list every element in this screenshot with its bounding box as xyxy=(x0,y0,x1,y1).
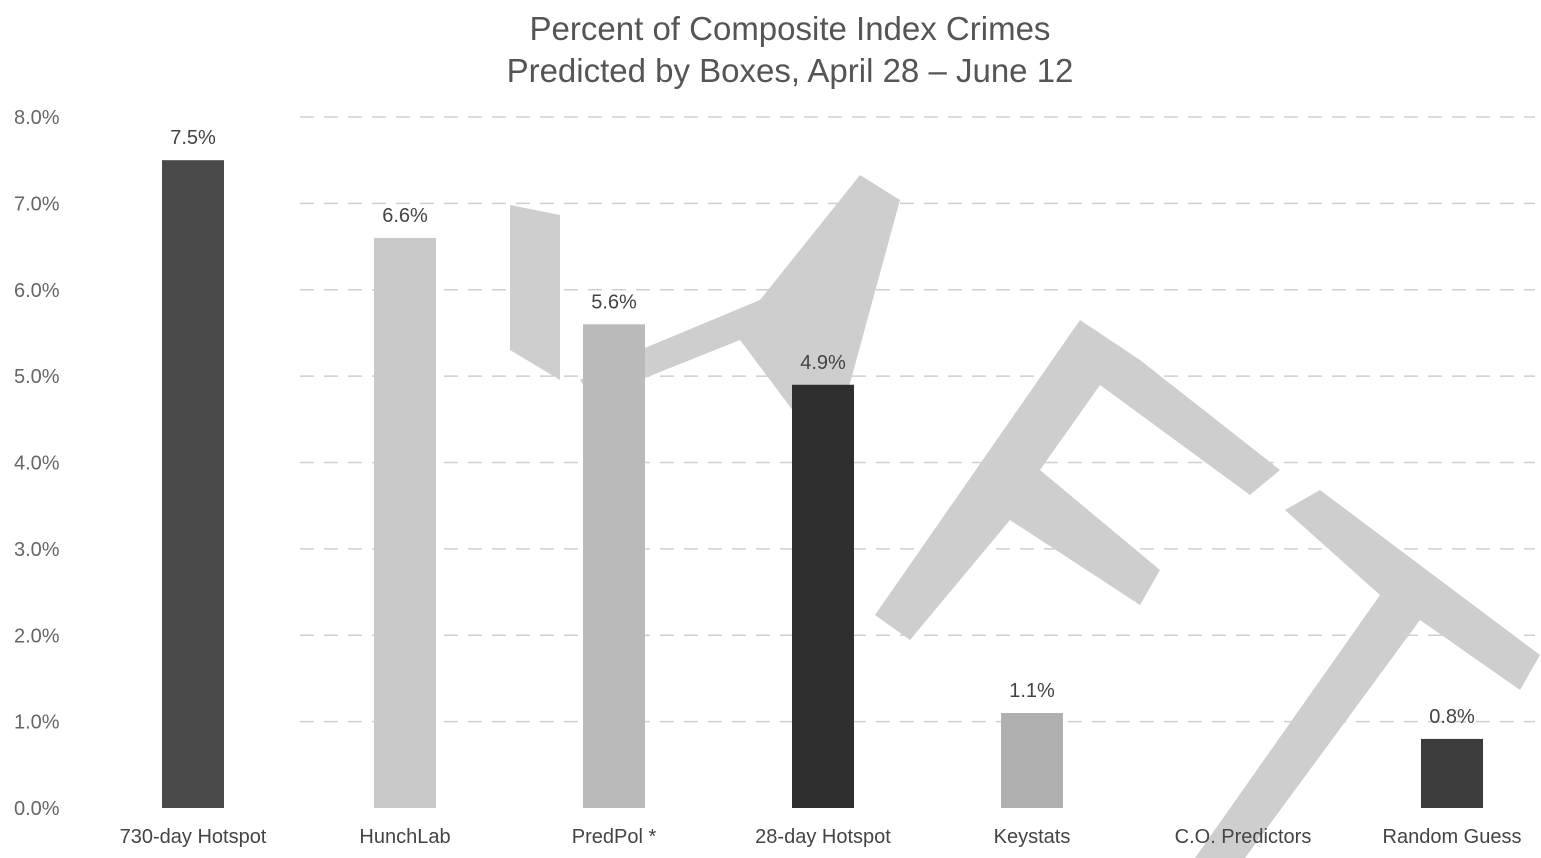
y-tick-label: 6.0% xyxy=(14,280,60,302)
bar xyxy=(1001,712,1063,808)
bar xyxy=(583,324,645,808)
data-label: 0.8% xyxy=(1429,706,1475,728)
watermark-glyph xyxy=(580,175,900,420)
draft-watermark xyxy=(510,175,1540,858)
bar xyxy=(792,384,854,808)
chart-title-line-2: Predicted by Boxes, April 28 – June 12 xyxy=(507,52,1074,89)
category-label: 28-day Hotspot xyxy=(755,826,891,848)
y-tick-label: 4.0% xyxy=(14,453,60,475)
y-tick-label: 5.0% xyxy=(14,366,60,388)
category-label: Keystats xyxy=(994,826,1071,848)
bar xyxy=(1421,738,1483,808)
category-label: Random Guess xyxy=(1383,826,1522,848)
data-label: 5.6% xyxy=(591,291,637,313)
data-label: 4.9% xyxy=(800,352,846,374)
y-tick-label: 1.0% xyxy=(14,712,60,734)
bar xyxy=(374,237,436,809)
y-tick-label: 7.0% xyxy=(14,193,60,215)
bar xyxy=(162,160,224,808)
data-label: 1.1% xyxy=(1009,680,1055,702)
y-tick-label: 0.0% xyxy=(14,798,60,820)
category-label: HunchLab xyxy=(359,826,450,848)
y-tick-label: 2.0% xyxy=(14,625,60,647)
bars xyxy=(162,160,1483,809)
watermark-glyph xyxy=(875,320,1280,640)
category-label: 730-day Hotspot xyxy=(120,826,267,848)
chart-title: Percent of Composite Index Crimes Predic… xyxy=(507,10,1074,89)
gridlines xyxy=(300,116,1535,723)
watermark-glyph xyxy=(510,205,560,380)
category-label: C.O. Predictors xyxy=(1175,826,1312,848)
y-tick-label: 3.0% xyxy=(14,539,60,561)
data-label: 7.5% xyxy=(170,127,216,149)
data-label: 6.6% xyxy=(382,205,428,227)
watermark-glyph xyxy=(1195,490,1540,858)
category-labels: 730-day Hotspot HunchLab PredPol * 28-day H… xyxy=(120,826,1522,848)
y-tick-label: 8.0% xyxy=(14,107,60,129)
chart-title-line-1: Percent of Composite Index Crimes xyxy=(530,10,1051,47)
data-labels: 7.5% 6.6% 5.6% 4.9% 1.1% 0.8% xyxy=(170,127,1475,728)
y-axis-ticks: 0.0% 1.0% 2.0% 3.0% 4.0% 5.0% 6.0% 7.0% 8.0% xyxy=(14,107,60,820)
category-label: PredPol * xyxy=(572,826,657,848)
